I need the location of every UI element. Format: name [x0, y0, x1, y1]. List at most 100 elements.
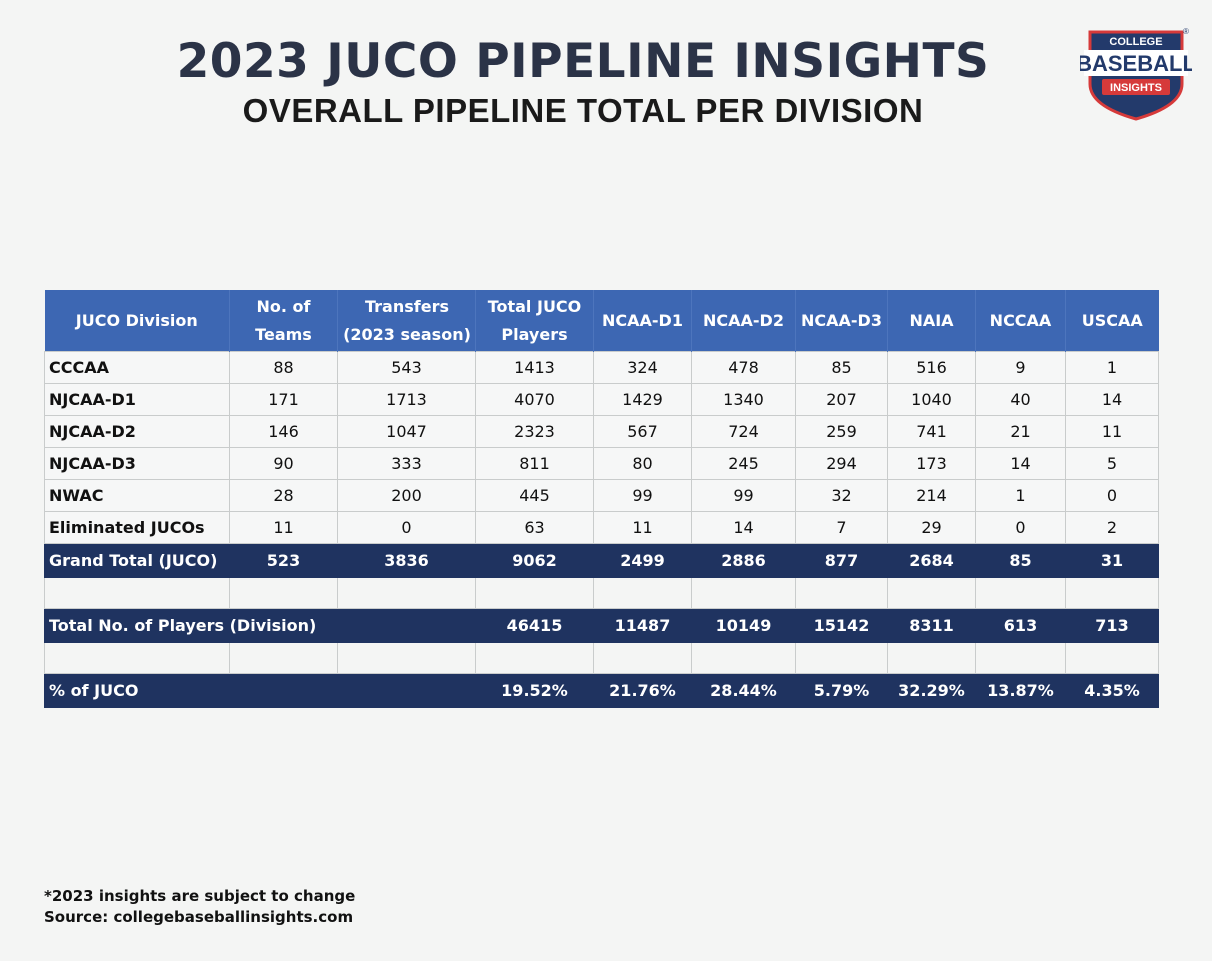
- table-cell: NWAC: [44, 479, 230, 512]
- table-cell: 31: [1065, 543, 1159, 578]
- table-cell: Grand Total (JUCO): [44, 543, 230, 578]
- pipeline-table: JUCO Division No. of Teams Transfers (2023…: [44, 290, 1159, 708]
- table-cell: 1047: [337, 415, 476, 448]
- table-cell: 2: [1065, 511, 1159, 544]
- table-cell: 0: [975, 511, 1066, 544]
- column-header: No. of Teams: [229, 290, 338, 352]
- table-cell: 1: [1065, 351, 1159, 384]
- column-header: Total JUCO Players: [475, 290, 594, 352]
- table-row: NWAC 28 200 445 99 99 32 214 1 0: [44, 479, 1159, 512]
- table-cell: [691, 642, 796, 674]
- table-cell: 2323: [475, 415, 594, 448]
- table-header-row: JUCO Division No. of Teams Transfers (2023…: [44, 290, 1159, 352]
- table-cell: [593, 642, 692, 674]
- table-cell: 13.87%: [975, 673, 1066, 708]
- table-row: NJCAA-D3 90 333 811 80 245 294 173 14 5: [44, 447, 1159, 480]
- table-cell: 10149: [691, 608, 796, 643]
- table-cell: [975, 642, 1066, 674]
- table-row: Eliminated JUCOs 11 0 63 11 14 7 29 0 2: [44, 511, 1159, 544]
- table-cell: 11: [593, 511, 692, 544]
- column-header: NAIA: [887, 290, 976, 352]
- table-cell: 613: [975, 608, 1066, 643]
- table-cell: 7: [795, 511, 888, 544]
- table-cell: [44, 642, 230, 674]
- table-cell: 8311: [887, 608, 976, 643]
- table-cell: Total No. of Players (Division): [44, 608, 476, 643]
- table-cell: 5.79%: [795, 673, 888, 708]
- logo-line1: COLLEGE: [1109, 36, 1162, 48]
- spacer-row: [44, 642, 1159, 674]
- table-cell: 19.52%: [475, 673, 594, 708]
- table-row: CCCAA 88 543 1413 324 478 85 516 9 1: [44, 351, 1159, 384]
- table-cell: 11: [229, 511, 338, 544]
- table-cell: 207: [795, 383, 888, 416]
- table-cell: 543: [337, 351, 476, 384]
- table-cell: NJCAA-D1: [44, 383, 230, 416]
- table-cell: 324: [593, 351, 692, 384]
- column-header: Transfers (2023 season): [337, 290, 476, 352]
- table-cell: 0: [337, 511, 476, 544]
- table-cell: 5: [1065, 447, 1159, 480]
- table-cell: 245: [691, 447, 796, 480]
- table-cell: 4070: [475, 383, 594, 416]
- table-cell: 11487: [593, 608, 692, 643]
- spacer-row: [44, 577, 1159, 609]
- table-cell: 14: [975, 447, 1066, 480]
- table-cell: 1429: [593, 383, 692, 416]
- table-cell: 80: [593, 447, 692, 480]
- table-cell: 1040: [887, 383, 976, 416]
- table-cell: 15142: [795, 608, 888, 643]
- table-cell: 294: [795, 447, 888, 480]
- table-cell: 200: [337, 479, 476, 512]
- table-cell: 445: [475, 479, 594, 512]
- table-cell: [1065, 577, 1159, 609]
- table-cell: [1065, 642, 1159, 674]
- table-cell: 1413: [475, 351, 594, 384]
- table-cell: 40: [975, 383, 1066, 416]
- pct-juco-row: % of JUCO 19.52% 21.76% 28.44% 5.79% 32.29% 13…: [44, 673, 1159, 708]
- logo-shield-icon: COLLEGE BASEBALL INSIGHTS ®: [1080, 27, 1192, 121]
- table-cell: 32: [795, 479, 888, 512]
- footer-source: Source: collegebaseballinsights.com: [44, 908, 354, 926]
- table-cell: 21.76%: [593, 673, 692, 708]
- table-cell: 567: [593, 415, 692, 448]
- table-cell: 29: [887, 511, 976, 544]
- table-cell: % of JUCO: [44, 673, 476, 708]
- table-cell: 4.35%: [1065, 673, 1159, 708]
- column-header: NCAA-D1: [593, 290, 692, 352]
- column-header: JUCO Division: [44, 290, 230, 352]
- table-cell: Eliminated JUCOs: [44, 511, 230, 544]
- table-cell: [795, 642, 888, 674]
- table-cell: 724: [691, 415, 796, 448]
- table-cell: [691, 577, 796, 609]
- table-cell: 2684: [887, 543, 976, 578]
- table-cell: [975, 577, 1066, 609]
- table-cell: 713: [1065, 608, 1159, 643]
- table-cell: 173: [887, 447, 976, 480]
- table-cell: 1: [975, 479, 1066, 512]
- table-cell: 811: [475, 447, 594, 480]
- table-cell: 333: [337, 447, 476, 480]
- table-cell: [337, 642, 476, 674]
- table-cell: 28: [229, 479, 338, 512]
- table-cell: 2499: [593, 543, 692, 578]
- table-cell: 0: [1065, 479, 1159, 512]
- table-cell: [44, 577, 230, 609]
- table-cell: 28.44%: [691, 673, 796, 708]
- total-players-row: Total No. of Players (Division) 46415 1148…: [44, 608, 1159, 643]
- table-cell: 99: [691, 479, 796, 512]
- table-cell: [795, 577, 888, 609]
- table-cell: 214: [887, 479, 976, 512]
- registered-mark: ®: [1183, 27, 1189, 36]
- table-row: NJCAA-D1 171 1713 4070 1429 1340 207 1040 40 14: [44, 383, 1159, 416]
- page-title: 2023 JUCO PIPELINE INSIGHTS: [176, 34, 990, 89]
- page-subtitle: OVERALL PIPELINE TOTAL PER DIVISION: [242, 92, 924, 129]
- table-cell: 11: [1065, 415, 1159, 448]
- table-cell: 99: [593, 479, 692, 512]
- column-header: NCCAA: [975, 290, 1066, 352]
- table-cell: 85: [975, 543, 1066, 578]
- college-baseball-insights-logo: COLLEGE BASEBALL INSIGHTS ®: [1080, 26, 1192, 122]
- table-cell: 1713: [337, 383, 476, 416]
- table-cell: [475, 642, 594, 674]
- table-cell: [887, 642, 976, 674]
